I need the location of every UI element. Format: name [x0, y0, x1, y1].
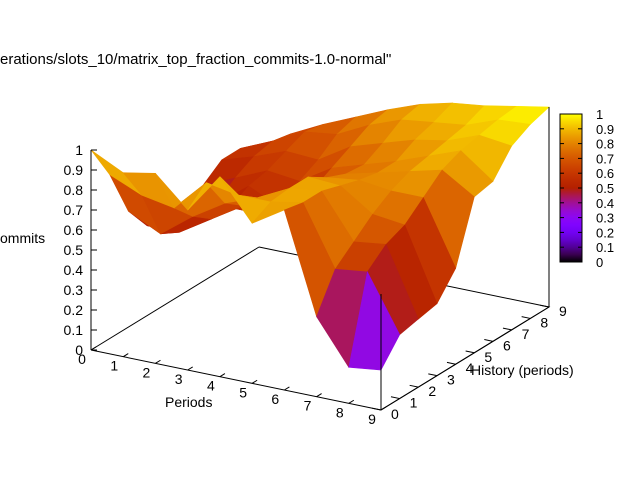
x-axis: 0 1 2 3 4 5 6 7 8 9	[78, 346, 387, 427]
z-tick-label: 0.6	[64, 222, 84, 238]
z-axis: 0 0.1 0.2 0.3 0.4 0.5 0.6 0.7 0.8 0.9 1	[64, 142, 97, 358]
colorbar-tick-label: 0.1	[596, 240, 614, 255]
y-tick-label: 5	[484, 349, 492, 365]
colorbar-tick-label: 0.9	[596, 122, 614, 137]
x-axis-label: Periods	[165, 394, 212, 410]
front-box-lines	[90, 107, 550, 411]
z-tick-label: 0.4	[64, 262, 84, 278]
z-tick-label: 0.8	[64, 182, 84, 198]
colorbar-tick-label: 0	[596, 255, 603, 270]
x-tick-label: 0	[78, 351, 86, 367]
colorbar-tick-label: 0.7	[596, 151, 614, 166]
y-tick-label: 6	[503, 337, 511, 353]
colorbar-tick-label: 0.4	[596, 196, 614, 211]
z-tick-label: 1	[75, 142, 83, 158]
z-tick-label: 0	[75, 342, 83, 358]
z-axis-label: ommits	[0, 230, 45, 246]
x-tick-label: 3	[175, 371, 183, 387]
colorbar-tick-label: 0.3	[596, 211, 614, 226]
y-tick-label: 3	[447, 372, 455, 388]
x-tick-label: 4	[207, 378, 215, 394]
y-tick-label: 4	[466, 360, 474, 376]
x-tick-label: 2	[143, 364, 151, 380]
y-tick-label: 7	[522, 326, 530, 342]
surface-mesh	[90, 102, 550, 371]
chart-title: erations/slots_10/matrix_top_fraction_co…	[0, 51, 391, 68]
x-tick-label: 8	[336, 404, 344, 420]
x-axis-line	[90, 349, 382, 411]
y-tick-label: 0	[391, 406, 399, 422]
x-tick-label: 7	[304, 398, 312, 414]
y-axis-label: History (periods)	[471, 362, 574, 378]
x-tick-label: 9	[368, 411, 376, 427]
y-axis-line	[380, 306, 550, 411]
y-tick-label: 8	[540, 314, 548, 330]
colorbar-tick-label: 0.8	[596, 137, 614, 152]
colorbar-ticks: 00.10.20.30.40.50.60.70.80.91	[560, 107, 614, 270]
colorbar-tick-label: 0.5	[596, 181, 614, 196]
y-tick-label: 2	[428, 383, 436, 399]
z-tick-label: 0.5	[64, 242, 84, 258]
z-tick-label: 0.1	[64, 322, 84, 338]
surface-cell-8-0	[348, 270, 401, 371]
x-tick-label: 5	[239, 384, 247, 400]
colorbar: 00.10.20.30.40.50.60.70.80.91	[559, 107, 614, 270]
z-tick-label: 0.7	[64, 202, 84, 218]
y-tick-label: 1	[410, 395, 418, 411]
x-tick-label: 6	[271, 391, 279, 407]
z-tick-label: 0.3	[64, 282, 84, 298]
colorbar-tick-label: 0.6	[596, 166, 614, 181]
colorbar-tick-label: 1	[596, 107, 603, 122]
y-tick-label: 9	[559, 303, 567, 319]
z-tick-label: 0.9	[64, 162, 84, 178]
z-tick-label: 0.2	[64, 302, 84, 318]
colorbar-tick-label: 0.2	[596, 225, 614, 240]
x-tick-label: 1	[110, 358, 118, 374]
